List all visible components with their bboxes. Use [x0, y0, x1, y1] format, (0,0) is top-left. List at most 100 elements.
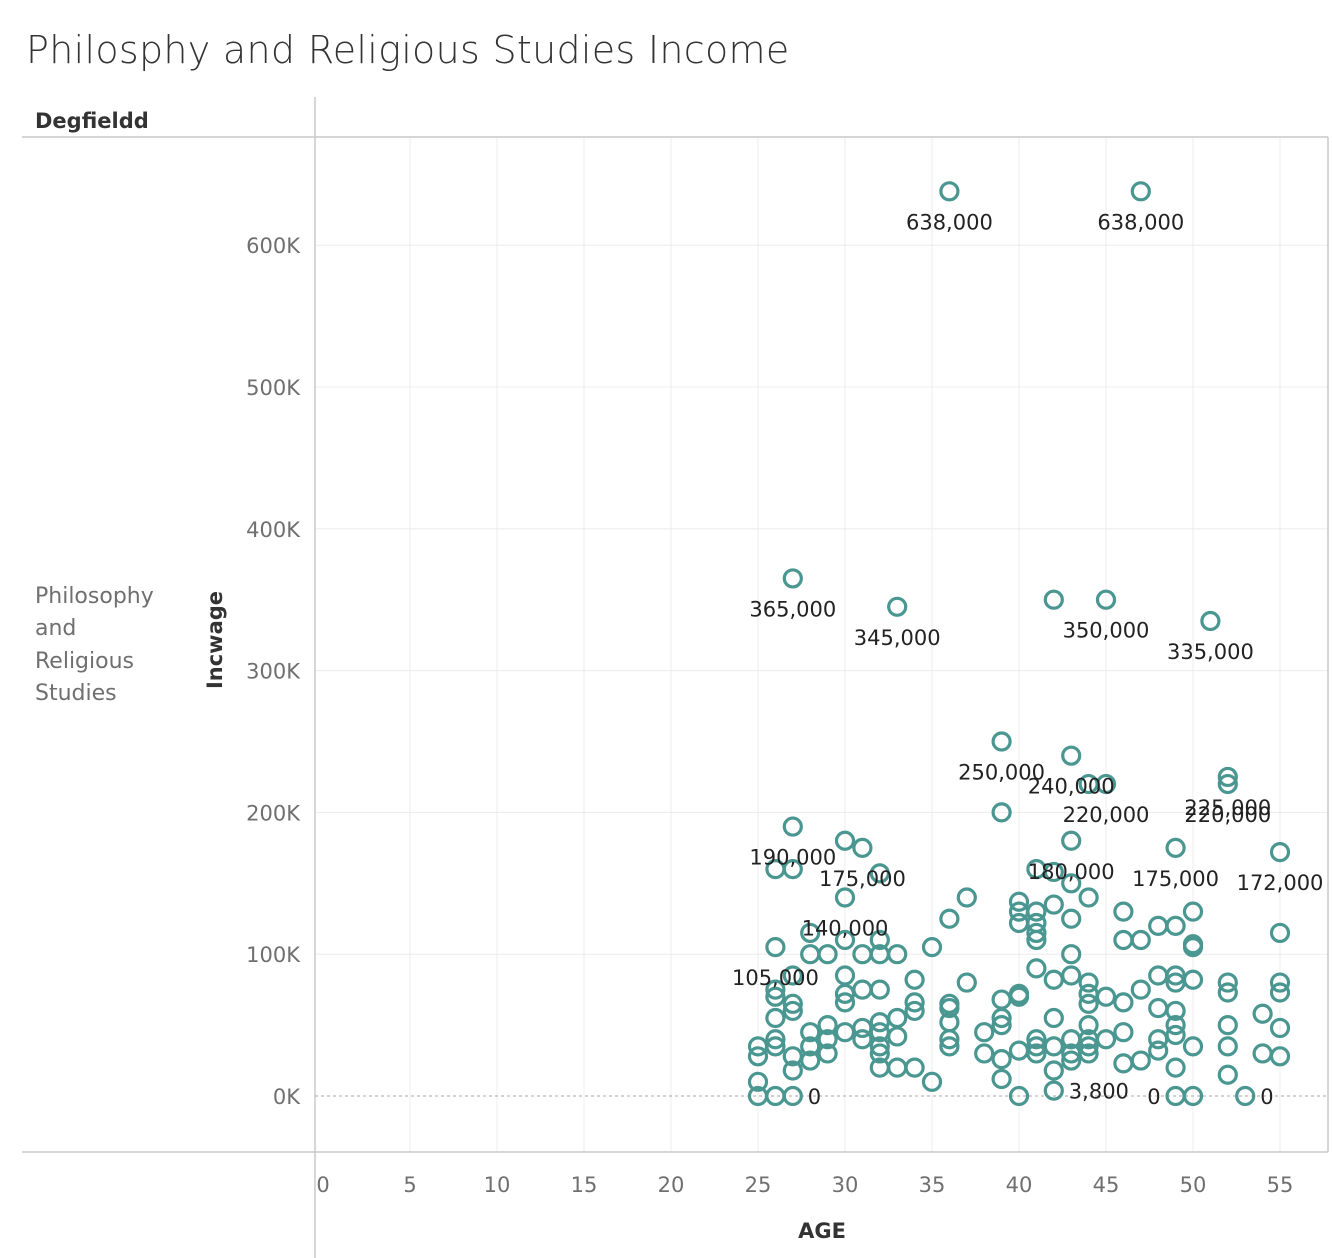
data-point[interactable]: [1217, 1064, 1238, 1085]
data-point[interactable]: [1217, 773, 1238, 795]
data-point[interactable]: [974, 1043, 995, 1064]
data-point[interactable]: [1061, 1050, 1082, 1071]
data-point[interactable]: [817, 944, 838, 965]
data-point[interactable]: [817, 1014, 838, 1036]
data-point[interactable]: [1269, 1046, 1291, 1067]
data-point[interactable]: [1026, 1029, 1047, 1050]
data-point[interactable]: [869, 979, 890, 1000]
data-point[interactable]: [939, 1029, 960, 1050]
data-point[interactable]: [834, 929, 856, 951]
data-point[interactable]: [1043, 1060, 1064, 1081]
data-point[interactable]: [1148, 1029, 1169, 1050]
data-point[interactable]: [1078, 887, 1099, 908]
data-point[interactable]: [1130, 929, 1151, 951]
data-point[interactable]: [1148, 915, 1169, 936]
data-point[interactable]: [1061, 944, 1082, 965]
data-point[interactable]: [834, 983, 856, 1005]
data-point[interactable]: [1026, 901, 1047, 922]
data-point[interactable]: [765, 1085, 786, 1107]
data-point[interactable]: [1165, 837, 1186, 858]
data-point[interactable]: [817, 1043, 838, 1064]
data-point[interactable]: [1269, 982, 1291, 1003]
data-point[interactable]: [1182, 901, 1204, 922]
data-point[interactable]: [1008, 1085, 1030, 1107]
data-point[interactable]: [1113, 1053, 1134, 1074]
data-point[interactable]: [1165, 1000, 1186, 1022]
data-point[interactable]: [1026, 922, 1047, 944]
data-point[interactable]: [1061, 830, 1082, 851]
data-point[interactable]: [765, 986, 786, 1007]
data-point[interactable]: [921, 937, 943, 958]
data-point[interactable]: [800, 922, 821, 944]
data-point[interactable]: [904, 1000, 925, 1022]
data-point[interactable]: [782, 965, 803, 986]
data-point[interactable]: [834, 887, 856, 908]
data-point[interactable]: [1095, 1029, 1117, 1050]
data-point[interactable]: [1043, 861, 1064, 883]
data-point[interactable]: [765, 979, 786, 1000]
data-point[interactable]: [1061, 745, 1082, 766]
data-point[interactable]: [1095, 773, 1117, 795]
data-point[interactable]: [1217, 982, 1238, 1003]
data-point[interactable]: [887, 1057, 908, 1078]
data-point[interactable]: [869, 863, 890, 884]
data-point[interactable]: [1217, 766, 1238, 788]
data-point[interactable]: [834, 1022, 856, 1043]
data-point[interactable]: [1252, 1043, 1273, 1064]
data-point[interactable]: [1078, 993, 1099, 1014]
data-point[interactable]: [1148, 1040, 1169, 1061]
data-point[interactable]: [1130, 1050, 1151, 1071]
data-point[interactable]: [1061, 965, 1082, 986]
data-point[interactable]: [1269, 842, 1291, 863]
data-point[interactable]: [1061, 873, 1082, 894]
data-point[interactable]: [991, 1007, 1012, 1029]
data-point[interactable]: [765, 937, 786, 958]
data-point[interactable]: [1182, 937, 1204, 958]
data-point[interactable]: [782, 568, 803, 589]
data-point[interactable]: [1269, 922, 1291, 944]
data-point[interactable]: [1182, 1036, 1204, 1057]
data-point[interactable]: [887, 944, 908, 965]
data-point[interactable]: [939, 181, 960, 202]
data-point[interactable]: [1252, 1003, 1273, 1024]
data-point[interactable]: [1008, 891, 1030, 912]
data-point[interactable]: [1026, 958, 1047, 979]
data-point[interactable]: [1078, 1043, 1099, 1064]
data-point[interactable]: [1130, 979, 1151, 1000]
data-point[interactable]: [852, 837, 873, 858]
data-point[interactable]: [1182, 1085, 1204, 1107]
data-point[interactable]: [939, 997, 960, 1019]
data-point[interactable]: [939, 1036, 960, 1057]
data-point[interactable]: [782, 1060, 803, 1081]
data-point[interactable]: [765, 1036, 786, 1057]
data-point[interactable]: [1078, 1014, 1099, 1036]
data-point[interactable]: [1217, 972, 1238, 993]
data-point[interactable]: [834, 830, 856, 851]
data-point[interactable]: [1043, 969, 1064, 990]
data-point[interactable]: [1148, 965, 1169, 986]
data-point[interactable]: [1130, 181, 1151, 202]
data-point[interactable]: [800, 1036, 821, 1057]
data-point[interactable]: [991, 1068, 1012, 1090]
data-point[interactable]: [991, 1049, 1012, 1070]
data-point[interactable]: [991, 989, 1012, 1010]
data-point[interactable]: [1165, 1014, 1186, 1036]
data-point[interactable]: [1217, 1014, 1238, 1036]
data-point[interactable]: [817, 1029, 838, 1050]
data-point[interactable]: [1113, 901, 1134, 922]
data-point[interactable]: [869, 1012, 890, 1033]
data-point[interactable]: [921, 1071, 943, 1092]
data-point[interactable]: [800, 1022, 821, 1043]
data-point[interactable]: [956, 972, 977, 993]
data-point[interactable]: [1217, 1036, 1238, 1057]
data-point[interactable]: [782, 1085, 803, 1107]
data-point[interactable]: [1148, 997, 1169, 1019]
data-point[interactable]: [1043, 894, 1064, 915]
data-point[interactable]: [904, 992, 925, 1013]
data-point[interactable]: [887, 1026, 908, 1047]
data-point[interactable]: [1200, 610, 1221, 632]
data-point[interactable]: [1095, 986, 1117, 1007]
data-point[interactable]: [765, 1029, 786, 1050]
data-point[interactable]: [991, 731, 1012, 752]
data-point[interactable]: [1078, 1036, 1099, 1057]
